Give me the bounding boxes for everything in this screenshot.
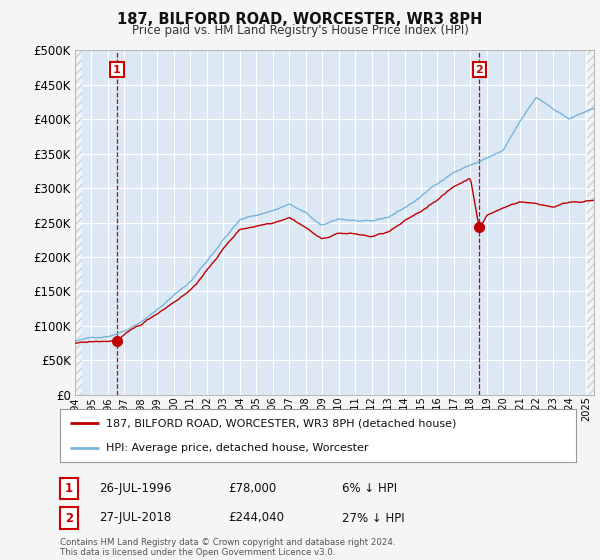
Text: 6% ↓ HPI: 6% ↓ HPI xyxy=(342,482,397,495)
Text: 26-JUL-1996: 26-JUL-1996 xyxy=(99,482,172,495)
Text: 2: 2 xyxy=(476,65,484,74)
Text: £78,000: £78,000 xyxy=(228,482,276,495)
Text: 187, BILFORD ROAD, WORCESTER, WR3 8PH (detached house): 187, BILFORD ROAD, WORCESTER, WR3 8PH (d… xyxy=(106,418,457,428)
Text: Contains HM Land Registry data © Crown copyright and database right 2024.
This d: Contains HM Land Registry data © Crown c… xyxy=(60,538,395,557)
Text: 27-JUL-2018: 27-JUL-2018 xyxy=(99,511,171,525)
Text: 1: 1 xyxy=(113,65,121,74)
Text: 1: 1 xyxy=(65,482,73,495)
Text: £244,040: £244,040 xyxy=(228,511,284,525)
Text: Price paid vs. HM Land Registry's House Price Index (HPI): Price paid vs. HM Land Registry's House … xyxy=(131,24,469,37)
Text: 2: 2 xyxy=(65,511,73,525)
Text: 187, BILFORD ROAD, WORCESTER, WR3 8PH: 187, BILFORD ROAD, WORCESTER, WR3 8PH xyxy=(118,12,482,27)
Text: 27% ↓ HPI: 27% ↓ HPI xyxy=(342,511,404,525)
Text: HPI: Average price, detached house, Worcester: HPI: Average price, detached house, Worc… xyxy=(106,442,369,452)
